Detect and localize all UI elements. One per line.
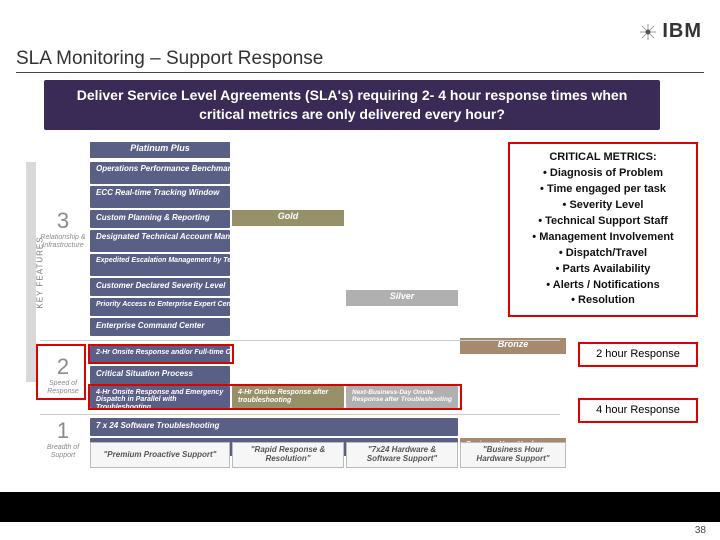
tier-gold: Gold [232,210,344,226]
page-number: 38 [695,525,706,536]
plat-row-3: Designated Technical Account Manager [90,230,230,252]
footer-3: "Business Hour Hardware Support" [460,442,566,468]
page-title: SLA Monitoring – Support Response [16,48,704,73]
section-3: 3 Relationship & Infrastructure [40,208,86,249]
section-1-txt: Breadth of Support [40,444,86,459]
speed-4hr-highlight [88,384,462,410]
critical-metrics-box: CRITICAL METRICS: • Diagnosis of Problem… [508,142,698,317]
metrics-item-6: • Parts Availability [514,262,692,278]
callout-4hr: 4 hour Response [578,398,698,423]
section-2-highlight [36,344,86,400]
logo-burst-icon [640,24,656,40]
metrics-heading: CRITICAL METRICS: [514,150,692,166]
title-container: SLA Monitoring – Support Response [16,48,704,73]
footer-0: "Premium Proactive Support" [90,442,230,468]
metrics-item-1: • Time engaged per task [514,182,692,198]
tier-platinum: Platinum Plus [90,142,230,158]
divider-1 [40,340,560,341]
plat-row-6: Priority Access to Enterprise Expert Cen… [90,298,230,316]
plat-row-7: Enterprise Command Center [90,318,230,336]
metrics-item-3: • Technical Support Staff [514,214,692,230]
section-1-num: 1 [40,418,86,444]
section-3-txt: Relationship & Infrastructure [40,234,86,249]
metrics-item-0: • Diagnosis of Problem [514,166,692,182]
ibm-logo: IBM [640,20,702,43]
tier-chart: KEY FEATURES Platinum Plus Gold Silver B… [26,138,566,468]
section-1: 1 Breadth of Support [40,418,86,459]
breadth-sw: 7 x 24 Software Troubleshooting [90,418,458,436]
footer-2: "7x24 Hardware & Software Support" [346,442,458,468]
callout-2hr: 2 hour Response [578,342,698,367]
speed-2hr-highlight [88,344,234,364]
ibm-wordmark: IBM [662,20,702,43]
metrics-item-5: • Dispatch/Travel [514,246,692,262]
plat-row-5: Customer Declared Severity Level [90,278,230,296]
keyfeatures-rail [26,162,36,382]
plat-row-2: Custom Planning & Reporting [90,210,230,228]
metrics-item-4: • Management Involvement [514,230,692,246]
question-banner: Deliver Service Level Agreements (SLA's)… [44,80,660,130]
plat-row-0: Operations Performance Benchmarking [90,162,230,184]
plat-row-4: Expedited Escalation Management by Techn… [90,254,230,276]
speed-plat-b: Critical Situation Process [90,366,230,384]
tier-silver: Silver [346,290,458,306]
metrics-item-8: • Resolution [514,293,692,309]
footer-1: "Rapid Response & Resolution" [232,442,344,468]
plat-row-1: ECC Real-time Tracking Window [90,186,230,208]
section-3-num: 3 [40,208,86,234]
metrics-item-7: • Alerts / Notifications [514,278,692,294]
metrics-item-2: • Severity Level [514,198,692,214]
divider-2 [40,414,560,415]
footer-strip [0,492,720,522]
